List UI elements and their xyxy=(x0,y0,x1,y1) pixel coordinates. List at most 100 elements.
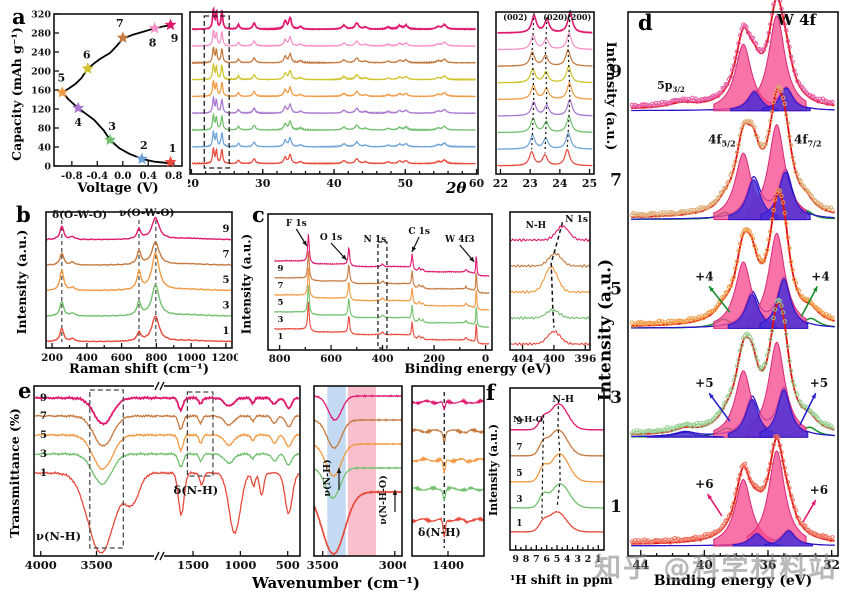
svg-text:8: 8 xyxy=(149,36,157,49)
panel-b-plot: 1 3 5 7 9 δ(O-W-O) ν(O-W-O) 200 400 600 800 1000 120… xyxy=(41,207,238,364)
svg-text:3: 3 xyxy=(222,301,229,312)
svg-text:7: 7 xyxy=(278,281,284,291)
panel-e-delta: δ(N-H) 1400 xyxy=(410,378,486,598)
panel-f-xlabel: ¹H shift in ppm xyxy=(510,573,613,587)
svg-text:3: 3 xyxy=(516,495,522,505)
svg-text:(200): (200) xyxy=(567,12,591,22)
svg-text:O 1s: O 1s xyxy=(320,233,342,243)
svg-text:40: 40 xyxy=(696,558,713,572)
panel-d: d W 4f Intensity (a.u.) 9 5p3/2 7 4f5/2 4f7/… xyxy=(592,0,842,600)
svg-text:7: 7 xyxy=(533,554,540,565)
panel-a-xlabel: Voltage (V) xyxy=(77,181,159,196)
svg-text:400: 400 xyxy=(372,353,394,364)
panel-d-xlabel: Binding energy (eV) xyxy=(653,573,813,589)
svg-text:+4: +4 xyxy=(811,269,829,283)
svg-text:2: 2 xyxy=(585,554,592,565)
svg-text:3: 3 xyxy=(40,449,47,460)
svg-text:32: 32 xyxy=(823,558,840,572)
panel-a-letter: a xyxy=(12,4,26,29)
panel-xrd-plot: 20 30 40 50 60 xyxy=(188,6,484,190)
svg-text:ν(N-H): ν(N-H) xyxy=(322,459,333,496)
panel-e-delta-plot: δ(N-H) 1400 xyxy=(411,385,485,572)
svg-text:80: 80 xyxy=(38,124,52,135)
svg-text:-0.8: -0.8 xyxy=(61,171,83,182)
panel-xrd-zoom-plot: (002) (020) (200) 22 23 24 25 xyxy=(493,9,597,190)
svg-text:ν(N-H-O): ν(N-H-O) xyxy=(378,475,389,524)
svg-text:δ(N-H): δ(N-H) xyxy=(174,483,219,497)
panel-e-letter: e xyxy=(18,378,32,403)
svg-text:3: 3 xyxy=(574,554,581,565)
panel-b-xlabel: Raman shift (cm⁻¹) xyxy=(68,362,210,377)
svg-text:6: 6 xyxy=(543,554,550,565)
svg-text:C 1s: C 1s xyxy=(408,227,430,237)
svg-text:1: 1 xyxy=(278,332,284,342)
svg-text:ν(O-W-O): ν(O-W-O) xyxy=(119,207,174,219)
svg-text:5: 5 xyxy=(278,298,284,308)
svg-text:5: 5 xyxy=(57,71,65,84)
svg-text:9: 9 xyxy=(40,393,47,404)
svg-text:3: 3 xyxy=(108,120,116,133)
svg-text:1000: 1000 xyxy=(224,558,256,572)
svg-text:9: 9 xyxy=(516,417,522,427)
svg-text:1400: 1400 xyxy=(432,558,464,572)
svg-text:-0.4: -0.4 xyxy=(87,171,109,182)
svg-text:7: 7 xyxy=(116,17,124,30)
svg-text:W 4f3: W 4f3 xyxy=(444,235,475,245)
svg-text:280: 280 xyxy=(31,29,51,40)
svg-text:0: 0 xyxy=(44,162,51,173)
svg-text:25: 25 xyxy=(582,177,597,190)
svg-text:160: 160 xyxy=(31,86,51,97)
svg-text:F 1s: F 1s xyxy=(286,219,307,229)
svg-text:50: 50 xyxy=(398,177,414,190)
svg-text:1200: 1200 xyxy=(211,352,238,364)
svg-text:N-H-O: N-H-O xyxy=(513,415,544,425)
svg-text:5: 5 xyxy=(40,430,47,441)
svg-text:4f7/2: 4f7/2 xyxy=(794,133,822,149)
svg-text:9: 9 xyxy=(610,62,622,82)
panel-b: b Intensity (a.u.) 1 3 5 7 9 δ(O-W-O) ν(O-W-O)… xyxy=(6,202,238,378)
svg-text:9: 9 xyxy=(278,264,284,274)
svg-text:40: 40 xyxy=(326,177,342,190)
svg-text:240: 240 xyxy=(31,48,51,59)
panel-d-plot: 9 5p3/2 7 4f5/2 4f7/2 5 +4 +4 3 +5 +5 1 +6 +6 44 40 36 32 xyxy=(610,0,840,572)
svg-text:22: 22 xyxy=(493,177,508,190)
svg-text:+5: +5 xyxy=(810,376,828,390)
svg-text:400: 400 xyxy=(543,353,565,364)
svg-text:40: 40 xyxy=(38,143,52,154)
panel-e: e Transmittance (%) 9 7 5 3 1 ν(N-H) δ(N-H) 400… xyxy=(6,378,420,598)
svg-text:+6: +6 xyxy=(810,483,828,497)
panel-n1s: N-H N 1s 404 400 396 xyxy=(498,202,598,378)
svg-text:200: 200 xyxy=(31,67,51,78)
svg-text:30: 30 xyxy=(255,177,271,190)
panel-c-xlabel: Binding energy (eV) xyxy=(404,362,552,377)
svg-text:0.0: 0.0 xyxy=(114,171,131,182)
svg-text:1: 1 xyxy=(222,326,229,337)
panel-e-band-plot: ν(N-H) ν(N-H-O) 3500 3000 xyxy=(307,385,406,572)
svg-text:5p3/2: 5p3/2 xyxy=(657,79,685,94)
svg-text:ν(N-H): ν(N-H) xyxy=(36,529,81,543)
svg-text:36: 36 xyxy=(760,558,777,572)
svg-text:7: 7 xyxy=(610,171,622,191)
svg-text:4f5/2: 4f5/2 xyxy=(708,133,736,149)
svg-text:0.8: 0.8 xyxy=(165,171,182,182)
panel-c-plot: 1 3 5 7 9 F 1s O 1s N 1s C 1s W 4f3 800 600 400 200 0 xyxy=(267,213,493,364)
svg-text:(002): (002) xyxy=(503,12,527,22)
svg-text:0: 0 xyxy=(482,353,489,364)
svg-text:3500: 3500 xyxy=(307,558,339,572)
svg-text:4: 4 xyxy=(564,554,571,565)
panel-xrd-xlabel: 2θ xyxy=(446,179,467,197)
panel-a-plot: 0 40 80 120 160 200 240 280 320 -0.8 -0.4 0.0 0.4 0.8… xyxy=(31,10,183,182)
svg-text:5: 5 xyxy=(610,279,622,299)
svg-text:7: 7 xyxy=(40,411,47,422)
panel-e-plot: 9 7 5 3 1 ν(N-H) δ(N-H) 4000 3500 1500 1000 500 xyxy=(25,381,301,572)
svg-text:+5: +5 xyxy=(695,376,713,390)
panel-e-xlabel: Wavenumber (cm⁻¹) xyxy=(251,574,421,592)
svg-text:3500: 3500 xyxy=(80,558,112,572)
svg-text:600: 600 xyxy=(111,352,133,364)
panel-xrd-zoom: (002) (020) (200) 22 23 24 25 Intensity (a.u.) xyxy=(486,4,620,200)
panel-f: f Intensity (a.u.) 9 7 5 3 1 N-H N-H-O 9 8 7 6 5 4 3 2… xyxy=(484,378,620,600)
svg-text:200: 200 xyxy=(41,352,63,364)
svg-text:120: 120 xyxy=(31,105,51,116)
